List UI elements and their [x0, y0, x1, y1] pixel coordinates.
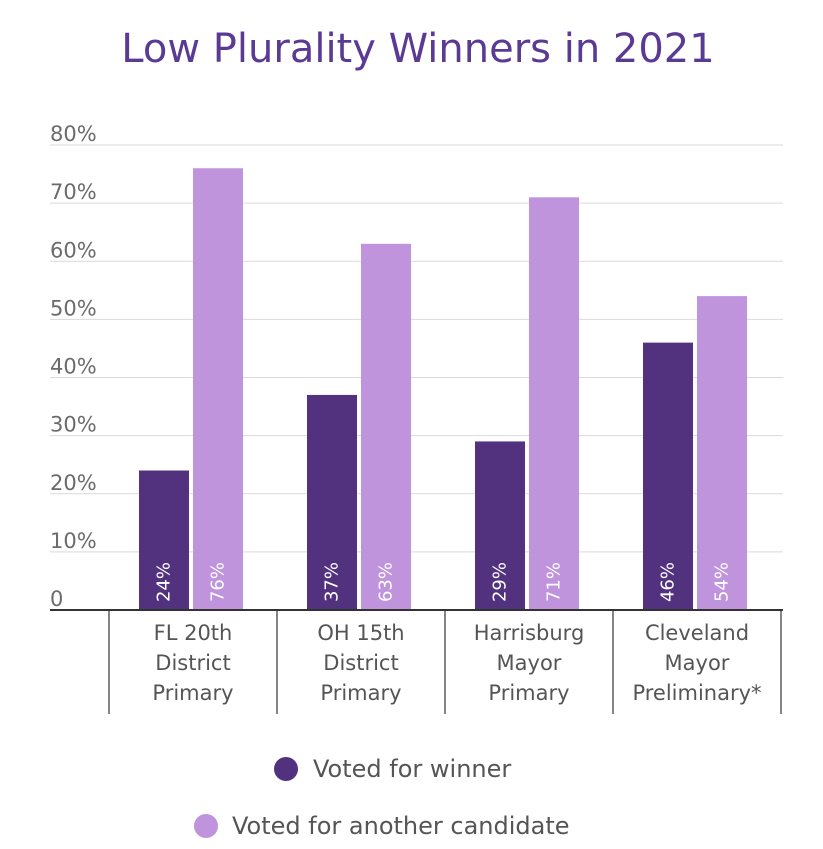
- bar-other: [193, 168, 243, 610]
- bar-other: [361, 243, 411, 610]
- category-label: Primary: [152, 681, 233, 705]
- bar-value-label: 29%: [490, 562, 511, 602]
- y-tick-label: 10%: [50, 529, 97, 553]
- bar-value-label: 71%: [544, 562, 565, 602]
- y-tick-label: 40%: [50, 355, 97, 379]
- y-tick-label: 30%: [50, 413, 97, 437]
- bar-value-label: 24%: [154, 562, 175, 602]
- category-label: Harrisburg: [474, 621, 585, 645]
- category-label: Cleveland: [645, 621, 749, 645]
- category-label: Preliminary*: [632, 681, 761, 705]
- legend-label: Voted for another candidate: [232, 812, 570, 840]
- y-tick-label: 70%: [50, 180, 97, 204]
- category-label: Primary: [488, 681, 569, 705]
- y-tick-label: 50%: [50, 296, 97, 320]
- y-tick-label: 80%: [50, 122, 97, 146]
- bar-winner: [475, 441, 525, 610]
- legend-swatch: [274, 757, 298, 781]
- legend-label: Voted for winner: [313, 755, 511, 783]
- category-label: District: [155, 651, 230, 675]
- category-label: OH 15th: [317, 621, 404, 645]
- bar-winner: [307, 394, 357, 610]
- category-label: District: [323, 651, 398, 675]
- x-axis: [50, 609, 783, 714]
- bar-value-label: 63%: [376, 562, 397, 602]
- category-label: FL 20th: [154, 621, 233, 645]
- x-axis-labels: FL 20th District Primary OH 15th District Pri…: [152, 621, 761, 705]
- bar-other: [697, 296, 747, 610]
- chart-title: Low Plurality Winners in 2021: [121, 26, 714, 72]
- category-label: Mayor: [665, 651, 730, 675]
- y-tick-label: 60%: [50, 238, 97, 262]
- bar-value-label: 37%: [322, 562, 343, 602]
- y-tick-label: 20%: [50, 471, 97, 495]
- bar-winner: [139, 470, 189, 610]
- bars: 24% 76% 37% 63% 29% 71% 46% 54%: [139, 168, 747, 610]
- category-label: Mayor: [497, 651, 562, 675]
- bar-winner: [643, 342, 693, 610]
- legend-swatch: [194, 814, 218, 838]
- bar-value-label: 76%: [208, 562, 229, 602]
- bar-other: [529, 197, 579, 610]
- y-axis-ticks: 0 10% 20% 30% 40% 50% 60% 70% 80%: [50, 122, 97, 611]
- bar-value-label: 46%: [658, 562, 679, 602]
- legend: Voted for winner Voted for another candid…: [194, 755, 570, 840]
- category-label: Primary: [320, 681, 401, 705]
- y-tick-label: 0: [50, 587, 63, 611]
- bar-value-label: 54%: [712, 562, 733, 602]
